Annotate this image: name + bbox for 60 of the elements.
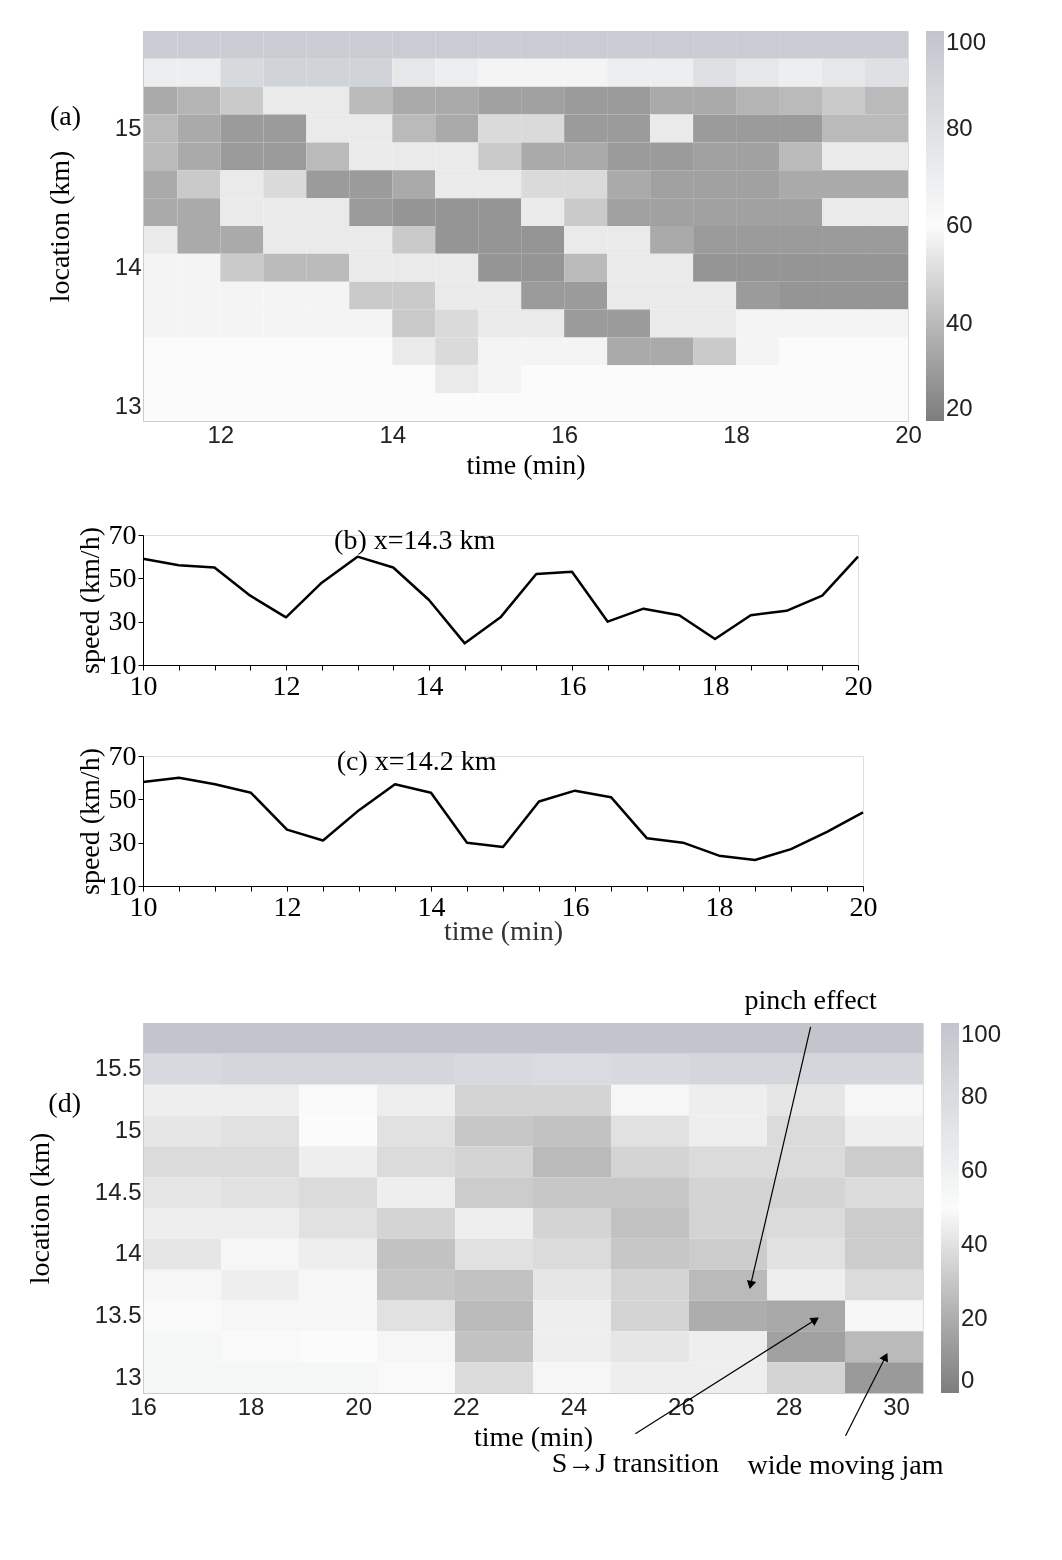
x-tick-label: 16 bbox=[558, 669, 587, 701]
y-tick-label: 30 bbox=[108, 826, 137, 858]
x-tick-label: 12 bbox=[207, 420, 235, 448]
color-bar-label: 20 bbox=[946, 394, 973, 421]
color-bar-label: 60 bbox=[946, 211, 973, 238]
x-tick-label: 20 bbox=[844, 669, 873, 701]
y-tick-label: 14 bbox=[114, 252, 142, 280]
y-tick-label: 13.5 bbox=[94, 1300, 142, 1328]
x-tick-label: 20 bbox=[345, 1392, 373, 1420]
x-tick-label: 16 bbox=[561, 890, 590, 922]
y-tick-label: 14.5 bbox=[94, 1177, 142, 1205]
y-tick-label: 15 bbox=[114, 113, 142, 141]
x-tick-label: 18 bbox=[237, 1392, 265, 1420]
color-bar-label: 60 bbox=[961, 1156, 988, 1183]
x-tick-label: 14 bbox=[417, 890, 446, 922]
y-tick-label: 50 bbox=[108, 782, 137, 814]
color-bar-label: 0 bbox=[961, 1366, 975, 1393]
x-tick-label: 18 bbox=[705, 890, 734, 922]
x-tick-label: 14 bbox=[379, 420, 407, 448]
y-tick-label: 13 bbox=[114, 392, 142, 420]
y-axis-title: speed (km/h) bbox=[73, 527, 105, 674]
y-tick-label: 14 bbox=[114, 1239, 142, 1267]
color-bar-label: 100 bbox=[946, 28, 987, 55]
text: (d) bbox=[48, 1087, 81, 1119]
x-tick-label: 16 bbox=[130, 1392, 157, 1420]
x-tick-label: 28 bbox=[775, 1392, 803, 1420]
x-tick-label: 16 bbox=[551, 420, 579, 448]
y-axis-title: location (km) bbox=[23, 1132, 55, 1285]
y-axis-title: speed (km/h) bbox=[73, 748, 105, 895]
y-tick-label: 15.5 bbox=[94, 1054, 142, 1082]
x-axis-title: time (min) bbox=[444, 914, 563, 946]
y-tick-label: 50 bbox=[108, 561, 137, 593]
y-tick-label: 70 bbox=[108, 739, 137, 771]
text: pinch effect bbox=[744, 983, 878, 1015]
x-tick-label: 18 bbox=[723, 420, 750, 448]
color-bar-label: 80 bbox=[946, 113, 973, 141]
x-tick-label: 12 bbox=[273, 890, 302, 922]
y-tick-label: 15 bbox=[114, 1115, 142, 1143]
y-axis-title: location (km) bbox=[43, 150, 75, 303]
x-tick-label: 22 bbox=[452, 1392, 480, 1420]
chart-title: (c) x=14.2 km bbox=[336, 745, 497, 776]
text: wide moving jam bbox=[747, 1448, 944, 1480]
x-tick-label: 20 bbox=[849, 890, 878, 922]
color-bar-label: 40 bbox=[961, 1230, 988, 1257]
x-tick-label: 24 bbox=[560, 1392, 588, 1420]
color-bar-label: 100 bbox=[961, 1020, 1002, 1047]
x-tick-label: 12 bbox=[272, 669, 301, 701]
color-bar-label: 20 bbox=[961, 1304, 988, 1331]
text: (a) bbox=[49, 99, 81, 131]
y-tick-label: 70 bbox=[108, 518, 137, 550]
x-tick-label: 30 bbox=[883, 1392, 910, 1420]
x-tick-label: 14 bbox=[415, 669, 444, 701]
x-tick-label: 18 bbox=[701, 669, 730, 701]
color-bar-label: 80 bbox=[961, 1082, 988, 1109]
x-tick-label: 20 bbox=[895, 420, 922, 448]
x-axis-title: time (min) bbox=[466, 448, 586, 480]
color-bar-label: 40 bbox=[946, 308, 973, 336]
chart-title: (b) x=14.3 km bbox=[334, 524, 496, 555]
y-tick-label: 30 bbox=[108, 605, 137, 637]
y-tick-label: 13 bbox=[114, 1362, 142, 1390]
